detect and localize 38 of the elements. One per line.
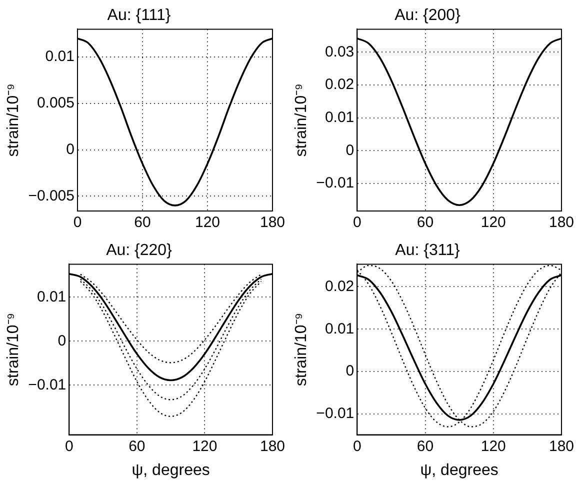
y-tick-label: 0.03 [324, 43, 354, 60]
chart-title: Au: {200} [394, 7, 462, 24]
y-tick-label: 0.02 [324, 278, 354, 295]
x-tick-label: 180 [260, 214, 285, 232]
x-tick-label: 120 [194, 214, 220, 232]
x-tick-label: 60 [416, 438, 434, 455]
chart-title: Au: {220} [106, 242, 173, 260]
y-axis-title: strain/10⁻⁹ [293, 83, 310, 157]
x-tick-label: 180 [548, 438, 574, 455]
y-tick-label: −0.01 [316, 174, 354, 192]
y-tick-label: −0.01 [28, 376, 66, 394]
y-tick-label: 0.02 [324, 76, 354, 94]
y-tick-label: 0 [346, 142, 354, 159]
y-tick-label: −0.01 [316, 405, 354, 422]
y-tick-label: 0 [346, 362, 354, 380]
y-tick-label: −0.005 [28, 187, 74, 204]
x-tick-label: 180 [260, 438, 285, 455]
x-tick-label: 60 [134, 214, 151, 232]
y-tick-label: 0.01 [36, 288, 66, 306]
x-tick-label: 120 [192, 438, 218, 455]
y-tick-label: 0.005 [36, 94, 74, 112]
y-tick-label: 0 [58, 332, 66, 350]
x-tick-label: 60 [416, 214, 434, 232]
chart-title: Au: {111} [107, 7, 172, 24]
y-tick-label: 0.01 [45, 48, 74, 66]
x-axis-title: ψ, degrees [420, 462, 498, 479]
y-axis-title: strain/10⁻⁹ [5, 312, 22, 386]
chart-title: Au: {311} [395, 242, 460, 260]
y-axis-title: strain/10⁻⁹ [293, 312, 310, 386]
x-tick-label: 180 [548, 214, 574, 232]
y-tick-label: 0.01 [324, 320, 354, 338]
x-axis-title: ψ, degrees [132, 462, 210, 479]
x-tick-label: 120 [480, 438, 506, 455]
x-tick-label: 120 [480, 214, 506, 232]
y-axis-title: strain/10⁻⁹ [5, 83, 22, 157]
x-tick-label: 60 [128, 438, 146, 455]
y-tick-label: 0.01 [324, 108, 354, 126]
y-tick-label: 0 [66, 140, 74, 158]
